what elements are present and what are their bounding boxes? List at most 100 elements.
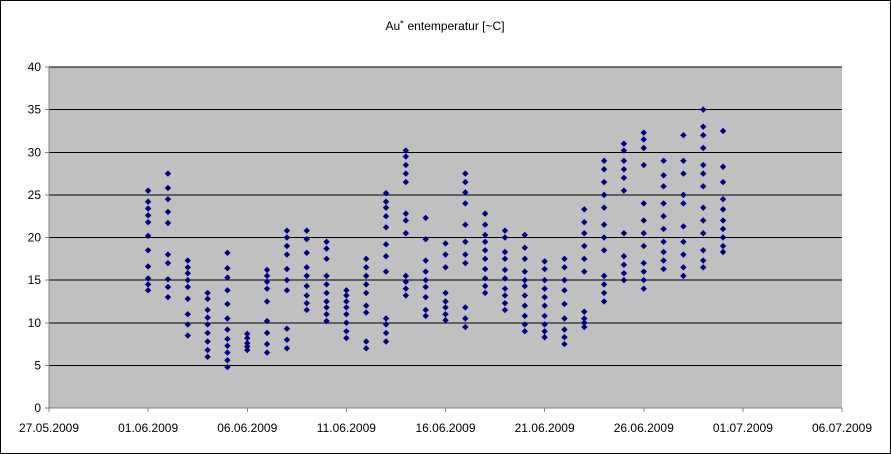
data-point: [283, 242, 291, 250]
data-point: [184, 276, 191, 284]
data-point: [204, 289, 211, 297]
data-point: [224, 315, 231, 322]
data-point: [680, 238, 687, 245]
data-point: [224, 274, 231, 281]
data-point: [640, 259, 647, 267]
data-point: [244, 334, 251, 342]
data-point: [600, 157, 608, 164]
data-point: [184, 321, 191, 328]
data-point: [541, 293, 548, 301]
y-tick-label: 0: [34, 401, 41, 415]
x-tick-label: 26.06.2009: [614, 421, 674, 435]
chart-title: Au˚ entemperatur [~C]: [385, 19, 504, 33]
data-point: [382, 315, 390, 322]
data-point: [462, 221, 469, 228]
data-point: [680, 200, 687, 207]
data-point: [501, 306, 509, 314]
data-point: [700, 132, 707, 139]
data-point: [620, 174, 628, 182]
data-point: [700, 264, 707, 271]
data-point: [224, 357, 231, 364]
data-point: [164, 208, 172, 216]
data-point: [581, 242, 588, 250]
data-point: [442, 298, 449, 305]
data-point: [402, 272, 410, 280]
data-point: [204, 306, 211, 314]
data-point: [680, 157, 687, 164]
data-point: [640, 144, 647, 152]
data-point: [402, 230, 410, 237]
y-tick-label: 10: [28, 316, 42, 330]
data-points: [144, 106, 727, 371]
data-point: [263, 349, 271, 356]
data-point: [402, 278, 410, 286]
data-point: [700, 106, 707, 113]
data-point: [422, 214, 429, 222]
data-point: [541, 258, 548, 265]
data-point: [719, 163, 727, 170]
data-point: [620, 166, 628, 173]
data-point: [561, 334, 568, 341]
data-point: [382, 321, 390, 328]
data-point: [521, 244, 528, 251]
data-point: [501, 292, 509, 299]
data-point: [462, 200, 469, 207]
y-tick-label: 20: [28, 231, 42, 245]
data-point: [700, 123, 707, 130]
data-point: [323, 298, 330, 305]
data-point: [481, 221, 489, 228]
data-point: [382, 212, 390, 220]
data-point: [144, 218, 152, 226]
data-point: [343, 334, 350, 342]
data-point: [244, 330, 251, 338]
data-point: [640, 268, 647, 275]
data-point: [144, 205, 152, 212]
data-point: [561, 340, 568, 348]
data-point: [184, 332, 191, 339]
data-point: [402, 210, 410, 217]
data-point: [224, 349, 231, 356]
data-point: [164, 259, 172, 267]
data-point: [283, 251, 291, 258]
data-point: [164, 170, 172, 177]
data-point: [640, 276, 647, 284]
data-point: [343, 287, 350, 294]
data-point: [680, 223, 687, 230]
data-point: [323, 311, 330, 318]
data-point: [600, 247, 608, 254]
data-point: [481, 231, 489, 239]
data-point: [303, 227, 310, 234]
data-point: [144, 247, 152, 254]
data-point: [521, 255, 528, 263]
data-point: [600, 221, 608, 228]
data-point: [561, 255, 568, 263]
data-point: [402, 292, 410, 299]
data-point: [719, 225, 727, 233]
data-point: [422, 236, 429, 243]
data-point: [620, 261, 628, 268]
data-point: [323, 245, 330, 252]
data-point: [541, 334, 548, 341]
data-point: [521, 321, 528, 328]
data-point: [660, 265, 667, 273]
data-point: [640, 230, 647, 237]
data-point: [263, 317, 271, 325]
data-point: [224, 342, 231, 349]
data-point: [224, 300, 231, 308]
data-point: [164, 219, 172, 227]
data-point: [462, 178, 469, 186]
y-tick-label: 30: [28, 145, 42, 159]
y-tick-label: 35: [28, 103, 42, 117]
data-point: [204, 321, 211, 328]
x-tick-label: 06.06.2009: [217, 421, 277, 435]
data-point: [481, 282, 489, 290]
data-point: [263, 285, 271, 292]
data-point: [620, 187, 628, 194]
data-point: [620, 253, 628, 260]
data-point: [600, 234, 608, 241]
data-point: [363, 345, 370, 352]
data-point: [402, 217, 410, 224]
data-point: [600, 204, 608, 211]
data-point: [501, 266, 509, 274]
data-point: [640, 129, 647, 136]
